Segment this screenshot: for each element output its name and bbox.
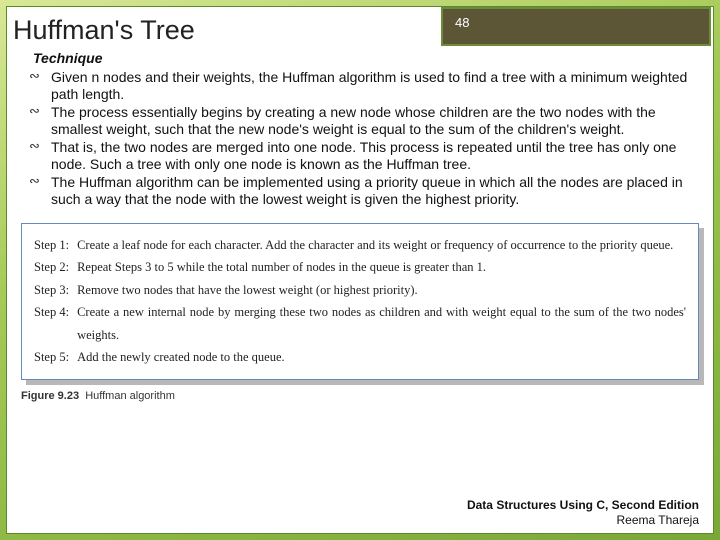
bullet-text: The process essentially begins by creati…	[51, 104, 656, 138]
step-label: Step 1:	[34, 234, 77, 257]
step-label: Step 4:	[34, 301, 77, 346]
step-row: Step 5: Add the newly created node to th…	[34, 346, 686, 369]
bullet-text: The Huffman algorithm can be implemented…	[51, 174, 683, 208]
step-text: Create a leaf node for each character. A…	[77, 234, 686, 257]
step-label: Step 5:	[34, 346, 77, 369]
footer-line1: Data Structures Using C, Second Edition	[467, 498, 699, 512]
list-item: The Huffman algorithm can be implemented…	[37, 174, 699, 209]
list-item: The process essentially begins by creati…	[37, 104, 699, 139]
step-label: Step 3:	[34, 279, 77, 302]
content-area: Technique Given n nodes and their weight…	[7, 46, 713, 209]
caption-text: Huffman algorithm	[85, 390, 175, 402]
step-row: Step 4: Create a new internal node by me…	[34, 301, 686, 346]
step-row: Step 3: Remove two nodes that have the l…	[34, 279, 686, 302]
figure-caption: Figure 9.23 Huffman algorithm	[21, 390, 713, 402]
step-text: Repeat Steps 3 to 5 while the total numb…	[77, 256, 686, 279]
slide-frame: Huffman's Tree 48 Technique Given n node…	[6, 6, 714, 534]
step-label: Step 2:	[34, 256, 77, 279]
bullet-text: That is, the two nodes are merged into o…	[51, 139, 676, 173]
step-text: Add the newly created node to the queue.	[77, 346, 686, 369]
caption-label: Figure 9.23	[21, 390, 79, 402]
steps-box-wrapper: Step 1: Create a leaf node for each char…	[21, 223, 699, 380]
bullet-list: Given n nodes and their weights, the Huf…	[37, 69, 699, 209]
slide-number-badge: 48	[441, 7, 711, 46]
step-row: Step 1: Create a leaf node for each char…	[34, 234, 686, 257]
step-text: Create a new internal node by merging th…	[77, 301, 686, 346]
list-item: That is, the two nodes are merged into o…	[37, 139, 699, 174]
bullet-text: Given n nodes and their weights, the Huf…	[51, 69, 687, 103]
steps-box: Step 1: Create a leaf node for each char…	[21, 223, 699, 380]
slide-title: Huffman's Tree	[11, 9, 441, 46]
slide-footer: Data Structures Using C, Second Edition …	[467, 498, 699, 527]
step-row: Step 2: Repeat Steps 3 to 5 while the to…	[34, 256, 686, 279]
step-text: Remove two nodes that have the lowest we…	[77, 279, 686, 302]
list-item: Given n nodes and their weights, the Huf…	[37, 69, 699, 104]
slide-header: Huffman's Tree 48	[7, 7, 713, 46]
footer-line2: Reema Thareja	[467, 513, 699, 527]
technique-heading: Technique	[33, 50, 699, 68]
